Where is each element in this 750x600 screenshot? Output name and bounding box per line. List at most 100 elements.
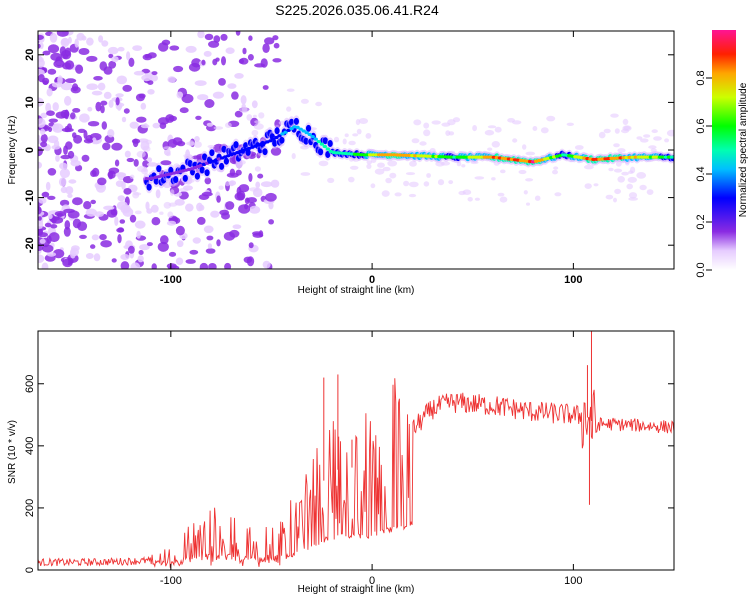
noise-blob <box>83 201 92 210</box>
noise-blob <box>163 201 172 209</box>
noise-blob <box>431 120 441 125</box>
noise-blob <box>116 227 125 233</box>
ridge-edge <box>202 153 208 161</box>
noise-blob <box>426 173 431 178</box>
noise-blob <box>423 122 430 129</box>
noise-blob <box>133 192 142 196</box>
noise-blob <box>440 161 451 166</box>
noise-blob <box>152 122 161 129</box>
noise-blob <box>158 42 169 52</box>
noise-blob <box>497 192 505 197</box>
noise-blob <box>208 263 217 269</box>
noise-blob <box>413 119 422 126</box>
ridge-edge <box>219 162 225 170</box>
noise-blob <box>646 189 654 196</box>
noise-blob <box>49 32 58 43</box>
noise-blob <box>262 85 269 90</box>
ridge-edge <box>199 166 205 174</box>
noise-blob <box>169 45 180 51</box>
noise-blob <box>120 261 130 269</box>
noise-blob <box>83 138 94 144</box>
noise-blob <box>215 57 220 62</box>
noise-blob <box>65 78 77 84</box>
ridge-core <box>280 132 285 136</box>
noise-blob <box>240 95 247 105</box>
ridge-edge <box>156 165 162 173</box>
noise-blob <box>108 60 117 69</box>
noise-blob <box>523 190 528 195</box>
ridge-core <box>313 137 318 141</box>
noise-blob <box>155 189 161 199</box>
noise-blob <box>103 205 115 211</box>
noise-blob <box>640 138 649 143</box>
ridge-edge <box>146 183 152 191</box>
noise-blob <box>115 93 124 98</box>
ridge-core <box>289 127 294 131</box>
noise-blob <box>534 195 541 201</box>
noise-blob <box>643 134 651 138</box>
noise-blob <box>98 35 104 43</box>
colorbar-tick-label: 0.8 <box>695 70 707 85</box>
noise-blob <box>206 122 214 127</box>
noise-blob <box>116 75 128 85</box>
ridge-core <box>630 155 635 159</box>
noise-blob <box>262 43 270 53</box>
noise-blob <box>411 138 420 144</box>
ridge-core <box>319 142 324 146</box>
noise-blob <box>193 141 202 148</box>
noise-blob <box>114 159 120 167</box>
noise-blob <box>405 172 416 176</box>
noise-blob <box>137 165 147 172</box>
noise-blob <box>44 222 52 228</box>
noise-blob <box>356 128 362 135</box>
y-tick-label: 600 <box>24 375 36 393</box>
noise-blob <box>273 42 280 49</box>
ridge-core <box>295 125 300 129</box>
noise-blob <box>628 197 638 201</box>
noise-blob <box>107 46 119 55</box>
noise-blob <box>99 234 107 241</box>
ridge-edge <box>221 145 227 153</box>
noise-blob <box>100 100 108 106</box>
ridge-core <box>298 127 303 131</box>
noise-blob <box>132 45 143 51</box>
noise-blob <box>252 114 257 118</box>
noise-blob <box>129 214 137 223</box>
noise-blob <box>46 235 52 244</box>
noise-blob <box>257 173 264 179</box>
noise-blob <box>584 164 594 170</box>
noise-blob <box>173 65 184 73</box>
noise-blob <box>51 82 63 88</box>
noise-blob <box>38 69 45 77</box>
noise-blob <box>159 211 164 215</box>
noise-blob <box>38 134 41 143</box>
snr-panel: -100 0 100 0 200 400 600 Height of straight li… <box>7 330 675 595</box>
noise-blob <box>186 141 196 146</box>
noise-blob <box>512 138 518 143</box>
noise-blob <box>197 31 205 39</box>
noise-blob <box>491 177 496 181</box>
noise-blob <box>484 129 495 136</box>
ridge-edge <box>272 139 278 147</box>
noise-blob <box>111 258 117 263</box>
noise-blob <box>101 121 108 130</box>
noise-blob <box>194 136 200 142</box>
noise-blob <box>99 61 108 71</box>
noise-blob <box>135 93 145 102</box>
noise-blob <box>160 160 172 166</box>
noise-blob <box>38 146 43 157</box>
noise-blob <box>179 107 189 114</box>
noise-blob <box>210 210 220 218</box>
noise-blob <box>518 169 527 175</box>
noise-blob <box>251 100 258 109</box>
noise-blob <box>218 78 226 86</box>
noise-blob <box>194 80 207 86</box>
x-tick-label: -100 <box>160 274 182 286</box>
y-tick-label: 0 <box>24 147 36 153</box>
colorbar-tick-label: 0.0 <box>695 262 707 277</box>
noise-blob <box>666 129 674 137</box>
noise-blob <box>195 115 202 120</box>
noise-blob <box>38 216 42 221</box>
noise-blob <box>167 139 178 148</box>
noise-blob <box>203 50 212 57</box>
